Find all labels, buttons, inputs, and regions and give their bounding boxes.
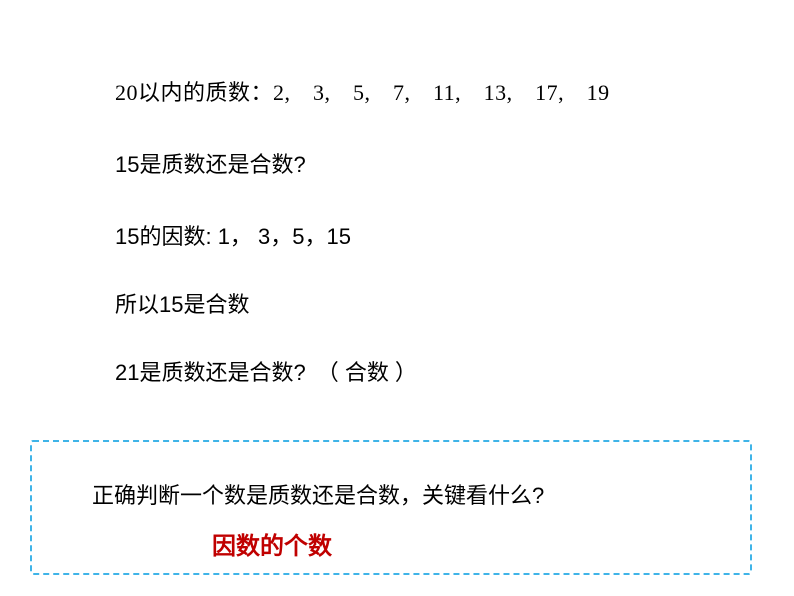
primes-statement: 20以内的质数：2, 3, 5, 7, 11, 13, 17, 19 bbox=[115, 75, 794, 107]
summary-answer: 因数的个数 bbox=[212, 526, 750, 561]
summary-question: 正确判断一个数是质数还是合数，关键看什么? bbox=[92, 478, 750, 510]
conclusion-15: 所以15是合数 bbox=[115, 287, 794, 319]
question-15: 15是质数还是合数? bbox=[115, 147, 794, 179]
summary-box: 正确判断一个数是质数还是合数，关键看什么? 因数的个数 bbox=[30, 440, 752, 575]
factors-15: 15的因数: 1， 3，5，15 bbox=[115, 219, 794, 251]
question-21: 21是质数还是合数? （ 合数 ） bbox=[115, 355, 794, 387]
